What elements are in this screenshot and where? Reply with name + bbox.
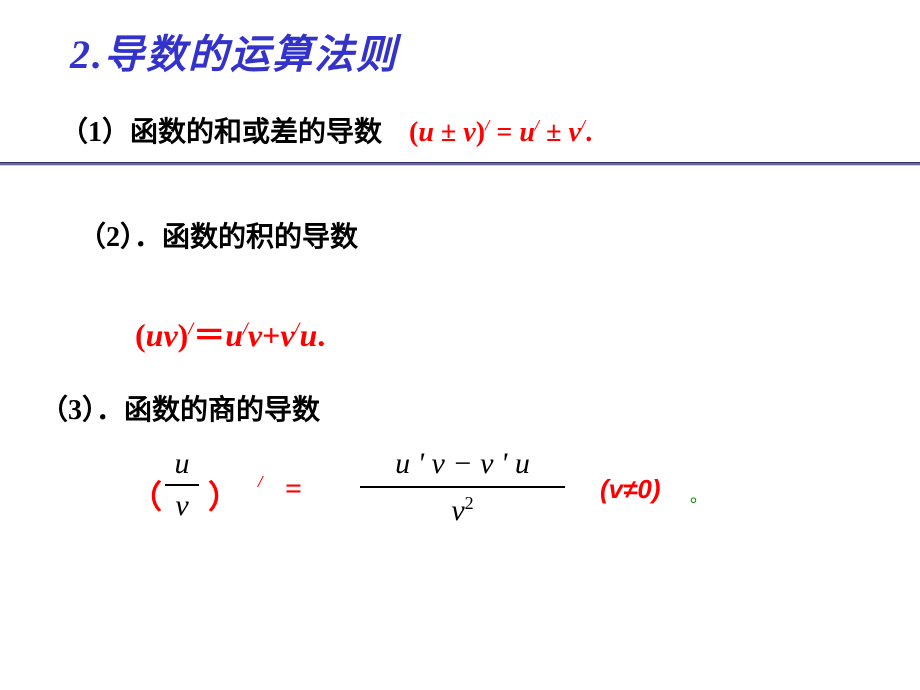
fraction-bar	[360, 486, 565, 488]
var-v: v	[463, 117, 475, 148]
paren-close: )	[476, 117, 485, 148]
fraction-numerator: u	[165, 446, 199, 482]
rule-2-label: （2）．函数的积的导数	[78, 215, 358, 255]
var-u2: u	[519, 117, 535, 148]
rule-2-formula: (uv)/＝u/v+v/u.	[135, 310, 325, 356]
plus-minus: ±	[434, 117, 463, 148]
equals-sign: =	[489, 117, 519, 148]
var-v: v	[451, 494, 464, 527]
var-u2: u	[299, 317, 317, 353]
fraction-uv: u v	[165, 446, 199, 524]
section-title: 2.导数的运算法则	[70, 22, 398, 80]
plus-sign: +	[262, 317, 280, 353]
equals-sign: =	[285, 472, 302, 506]
var-v2: v	[280, 317, 294, 353]
paren-open: (	[135, 317, 146, 353]
paren-open: （	[130, 472, 162, 518]
paren-close: ）	[208, 472, 240, 518]
var-uv: uv	[146, 317, 178, 353]
fraction-quotient: u ' v − v ' u v2	[360, 444, 565, 530]
plus-minus: ±	[539, 117, 568, 148]
var-u: u	[418, 117, 434, 148]
paren-close: )	[178, 317, 189, 353]
prime-mark: /	[258, 472, 263, 506]
period: .	[317, 317, 325, 353]
rule-3-formula: （ u v ） / = u ' v − v ' u v2 (v≠0) 。	[130, 440, 830, 550]
rule-1-row: （1）函数的和或差的导数 (u ± v)/ = u/ ± v/.	[60, 110, 592, 150]
paren-open: (	[409, 117, 418, 148]
rule-3-label: （3）．函数的商的导数	[40, 388, 320, 428]
fraction-denominator: v2	[360, 491, 565, 530]
horizontal-divider	[0, 162, 920, 168]
exponent: 2	[465, 493, 474, 513]
var-v2: v	[569, 117, 581, 148]
fraction-numerator: u ' v − v ' u	[360, 444, 565, 483]
rule-1-label: （1）函数的和或差的导数	[60, 117, 382, 148]
fraction-denominator: v	[165, 488, 199, 524]
condition-vne0: (v≠0)	[600, 474, 661, 505]
fraction-bar	[165, 484, 199, 486]
rule-1-formula: (u ± v)/ = u/ ± v/.	[409, 117, 592, 148]
period-green: 。	[690, 482, 708, 508]
equals-sign: ＝	[193, 317, 225, 353]
var-u: u	[225, 317, 243, 353]
var-v: v	[248, 317, 262, 353]
period: .	[585, 117, 592, 148]
